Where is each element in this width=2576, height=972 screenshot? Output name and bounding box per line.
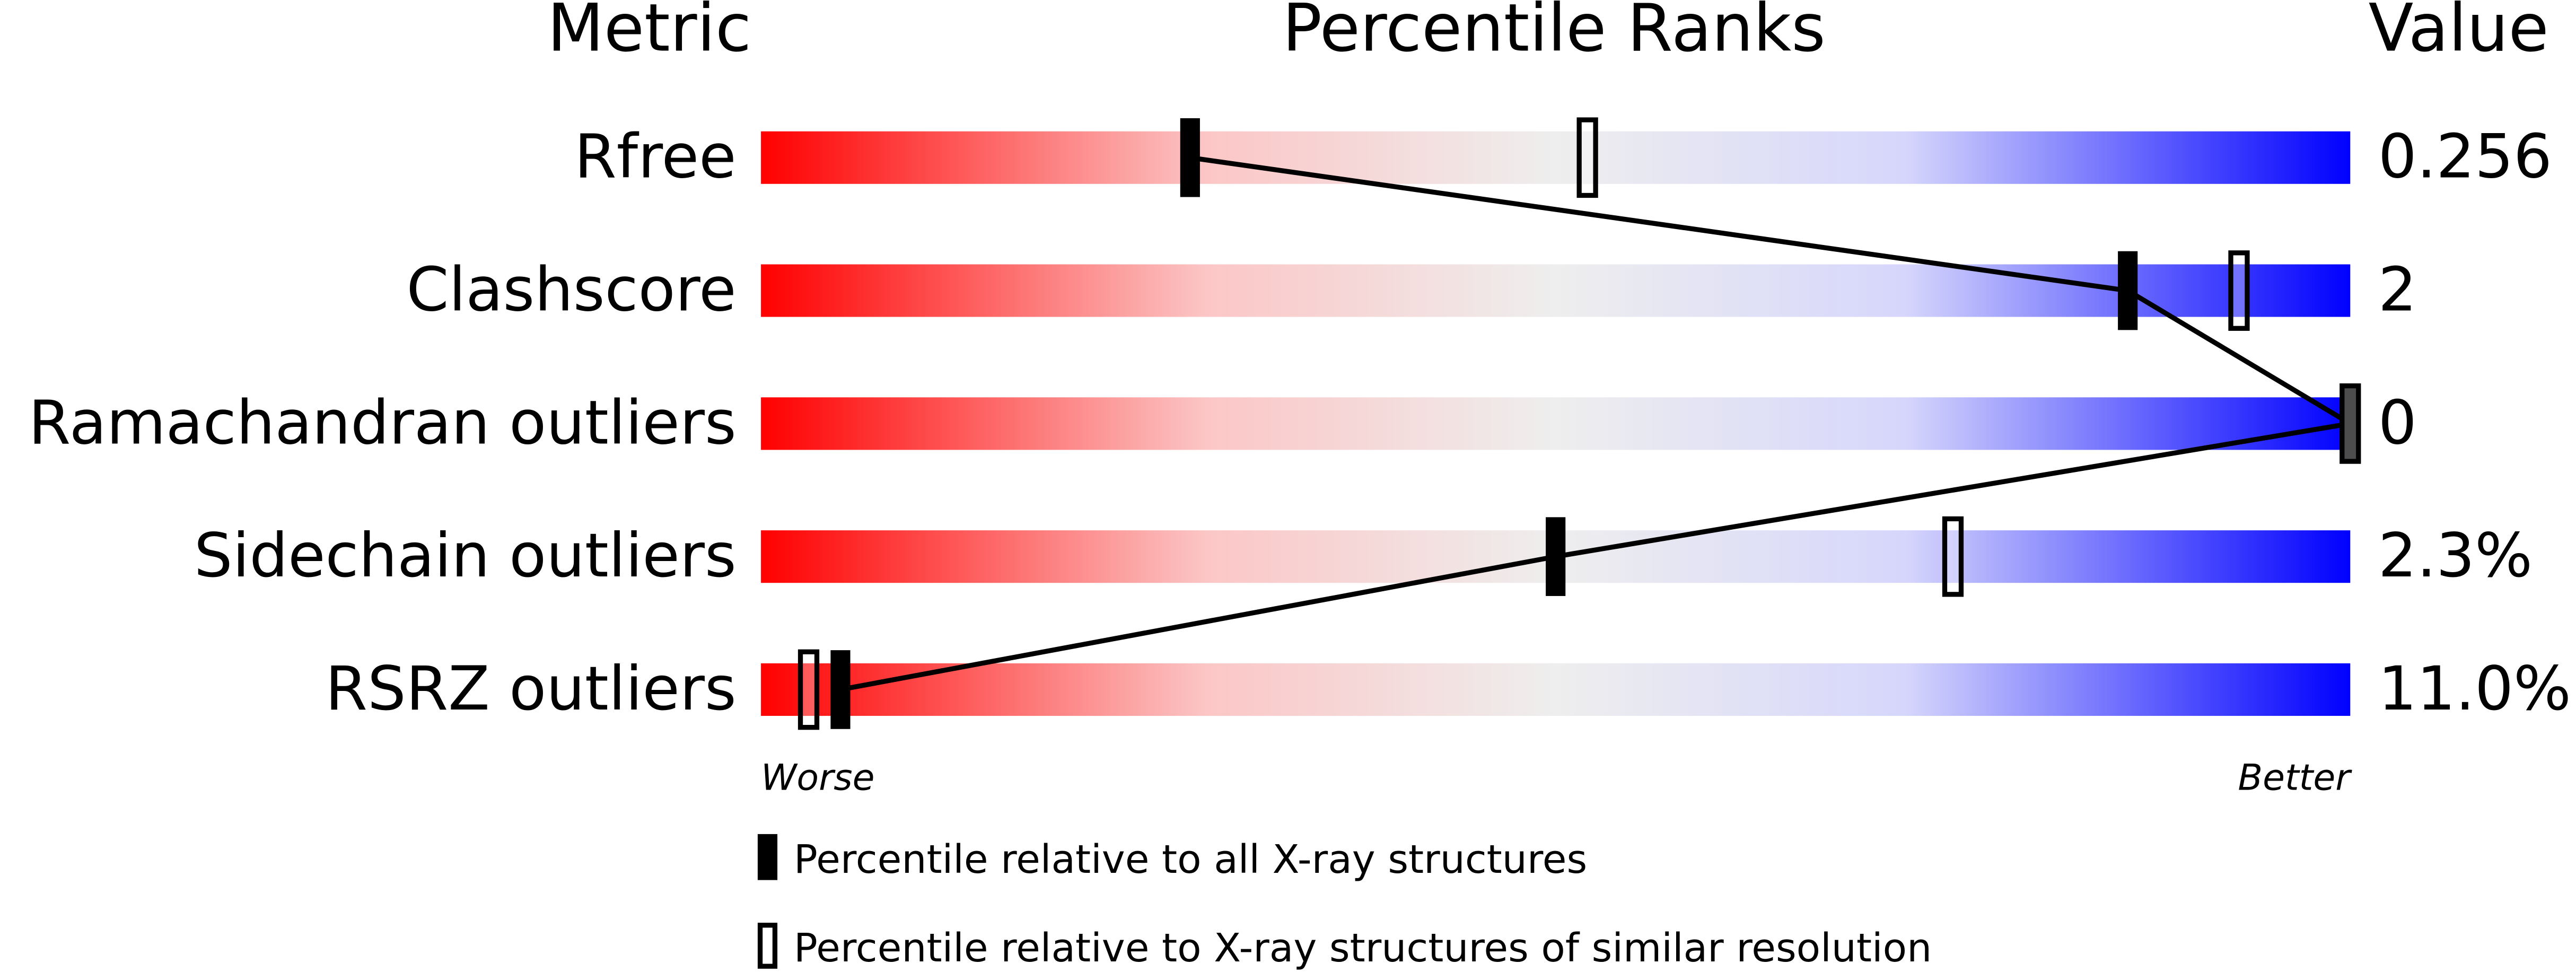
- high-label: Better: [2238, 757, 2352, 799]
- metric-value: 11.0%: [2378, 654, 2571, 724]
- metric-value: 2.3%: [2378, 521, 2533, 591]
- marker-all: [830, 650, 851, 729]
- chart-title: Percentile Ranks: [1282, 0, 1825, 67]
- percentile-bar: [761, 131, 2351, 184]
- metric-label: Rfree: [574, 122, 736, 192]
- legend-label: Percentile relative to all X-ray structu…: [794, 836, 1587, 882]
- marker-all: [2118, 251, 2138, 330]
- marker-similar: [2228, 250, 2250, 331]
- legend-label: Percentile relative to X-ray structures …: [794, 925, 1932, 971]
- legend-swatch: [757, 834, 778, 880]
- metric-label: Clashscore: [407, 255, 737, 325]
- metric-label: RSRZ outliers: [325, 654, 736, 724]
- metric-value: 0: [2378, 388, 2417, 458]
- percentile-bar: [761, 397, 2351, 450]
- percentile-bar: [761, 663, 2351, 716]
- metric-label: Sidechain outliers: [194, 521, 737, 591]
- percentile-bar: [761, 264, 2351, 317]
- marker-similar: [2340, 383, 2361, 464]
- marker-similar: [1576, 117, 1598, 198]
- marker-all: [1180, 118, 1200, 197]
- metric-header: Metric: [547, 0, 751, 67]
- low-label: Worse: [761, 757, 874, 799]
- marker-all: [1546, 517, 1566, 596]
- metric-value: 2: [2378, 255, 2417, 325]
- value-header: Value: [2369, 0, 2549, 67]
- marker-similar: [1942, 516, 1964, 597]
- legend-swatch: [757, 923, 778, 969]
- metric-value: 0.256: [2378, 122, 2552, 192]
- metric-label: Ramachandran outliers: [29, 388, 737, 458]
- marker-similar: [798, 649, 820, 730]
